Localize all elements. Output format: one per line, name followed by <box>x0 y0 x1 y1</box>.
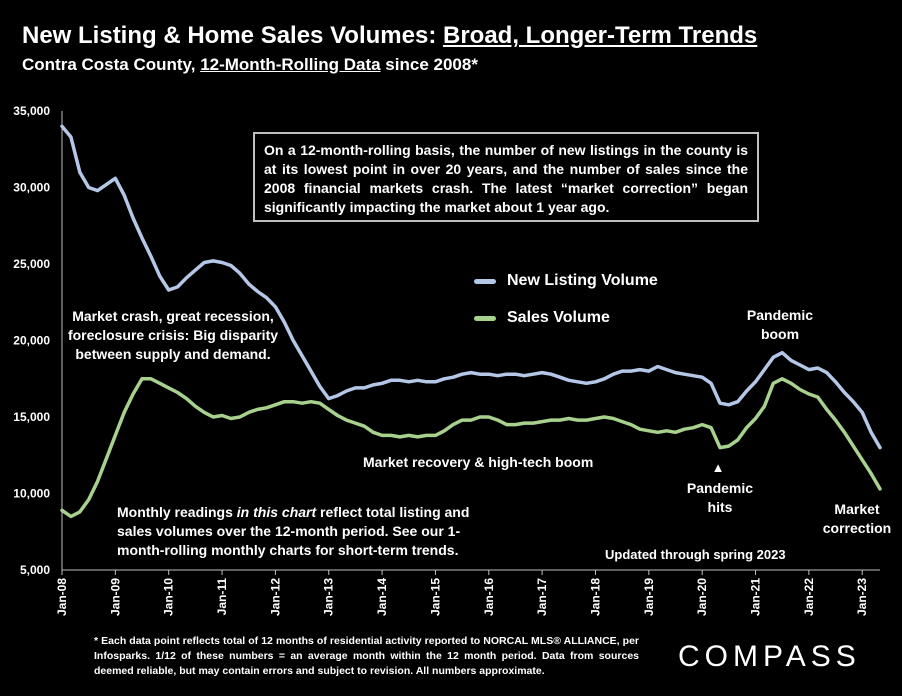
x-tick-label: Jan-14 <box>375 578 389 616</box>
pandemic-hits-line-1: Pandemic <box>686 480 754 496</box>
x-tick-label: Jan-20 <box>695 578 709 616</box>
x-tick-label: Jan-09 <box>108 578 122 616</box>
x-tick-label: Jan-19 <box>642 578 656 616</box>
x-tick-label: Jan-10 <box>162 578 176 616</box>
annotation-updated: Updated through spring 2023 <box>605 547 786 562</box>
line-chart: 5,000 10,000 15,000 20,000 25,000 30,000 35,00… <box>13 104 882 616</box>
subtitle-underlined: 12-Month-Rolling Data <box>200 55 381 74</box>
annotation-market-correction: Market correction <box>812 500 902 538</box>
legend-item-sales: Sales Volume <box>474 309 610 327</box>
market-correction-line-2: correction <box>822 520 892 536</box>
legend-swatch-listing <box>474 278 496 284</box>
legend-label-sales: Sales Volume <box>507 309 610 326</box>
y-tick-label: 25,000 <box>13 257 50 271</box>
chart-series <box>60 124 882 519</box>
y-tick-label: 20,000 <box>13 334 50 348</box>
legend-label-listing: New Listing Volume <box>507 272 658 289</box>
chart-subtitle: Contra Costa County, 12-Month-Rolling Da… <box>22 55 478 75</box>
footnote: * Each data point reflects total of 12 m… <box>94 635 639 677</box>
x-tick-label: Jan-15 <box>428 578 442 616</box>
series-line-sales <box>60 377 882 519</box>
monthly-pre: Monthly readings <box>117 504 237 520</box>
x-tick-label: Jan-13 <box>322 578 336 616</box>
x-tick-label: Jan-23 <box>855 578 869 616</box>
x-tick-label: Jan-18 <box>588 578 602 616</box>
pandemic-boom-line-1: Pandemic <box>746 307 814 323</box>
monthly-post: reflect total listing and sales volumes … <box>117 504 470 558</box>
subtitle-lead: Contra Costa County, <box>22 55 201 74</box>
x-tick-label: Jan-22 <box>802 578 816 616</box>
x-tick-label: Jan-16 <box>482 578 496 616</box>
market-correction-line-1: Market <box>834 501 880 517</box>
pandemic-boom-line-2: boom <box>760 326 800 342</box>
pandemic-hits-line-2: hits <box>707 499 733 515</box>
legend-item-listing: New Listing Volume <box>474 272 658 290</box>
monthly-italic: in this chart <box>236 504 317 520</box>
y-tick-label: 10,000 <box>13 487 50 501</box>
title-lead: New Listing & Home Sales Volumes: <box>22 22 443 49</box>
legend-swatch-sales <box>474 315 496 321</box>
series-line-new-listing <box>60 124 882 450</box>
annotation-pandemic-hits: Pandemic hits <box>670 479 770 517</box>
pandemic-hits-marker-icon: ▲ <box>711 460 725 475</box>
x-tick-label: Jan-11 <box>215 578 229 616</box>
annotation-monthly-readings: Monthly readings in this chart reflect t… <box>117 503 495 560</box>
annotation-market-recovery: Market recovery & high-tech boom <box>363 454 594 470</box>
y-tick-label: 15,000 <box>13 410 50 424</box>
x-tick-label: Jan-12 <box>268 578 282 616</box>
x-tick-label: Jan-08 <box>55 578 69 616</box>
annotation-pandemic-boom: Pandemic boom <box>730 306 830 344</box>
x-tick-label: Jan-17 <box>535 578 549 616</box>
x-tick-label: Jan-21 <box>749 578 763 616</box>
subtitle-tail: since 2008* <box>380 55 478 74</box>
title-underlined: Broad, Longer-Term Trends <box>442 22 758 49</box>
compass-logo: COMPASS <box>678 640 861 673</box>
chart-title: New Listing & Home Sales Volumes: Broad,… <box>22 22 757 50</box>
annotation-market-crash: Market crash, great recession, foreclosu… <box>67 308 279 362</box>
y-tick-label: 5,000 <box>20 563 50 577</box>
y-tick-label: 35,000 <box>13 104 50 118</box>
y-tick-label: 30,000 <box>13 181 50 195</box>
chart-axes: 5,000 10,000 15,000 20,000 25,000 30,000 35,00… <box>13 104 880 616</box>
note-box: On a 12-month-rolling basis, the number … <box>253 132 759 222</box>
